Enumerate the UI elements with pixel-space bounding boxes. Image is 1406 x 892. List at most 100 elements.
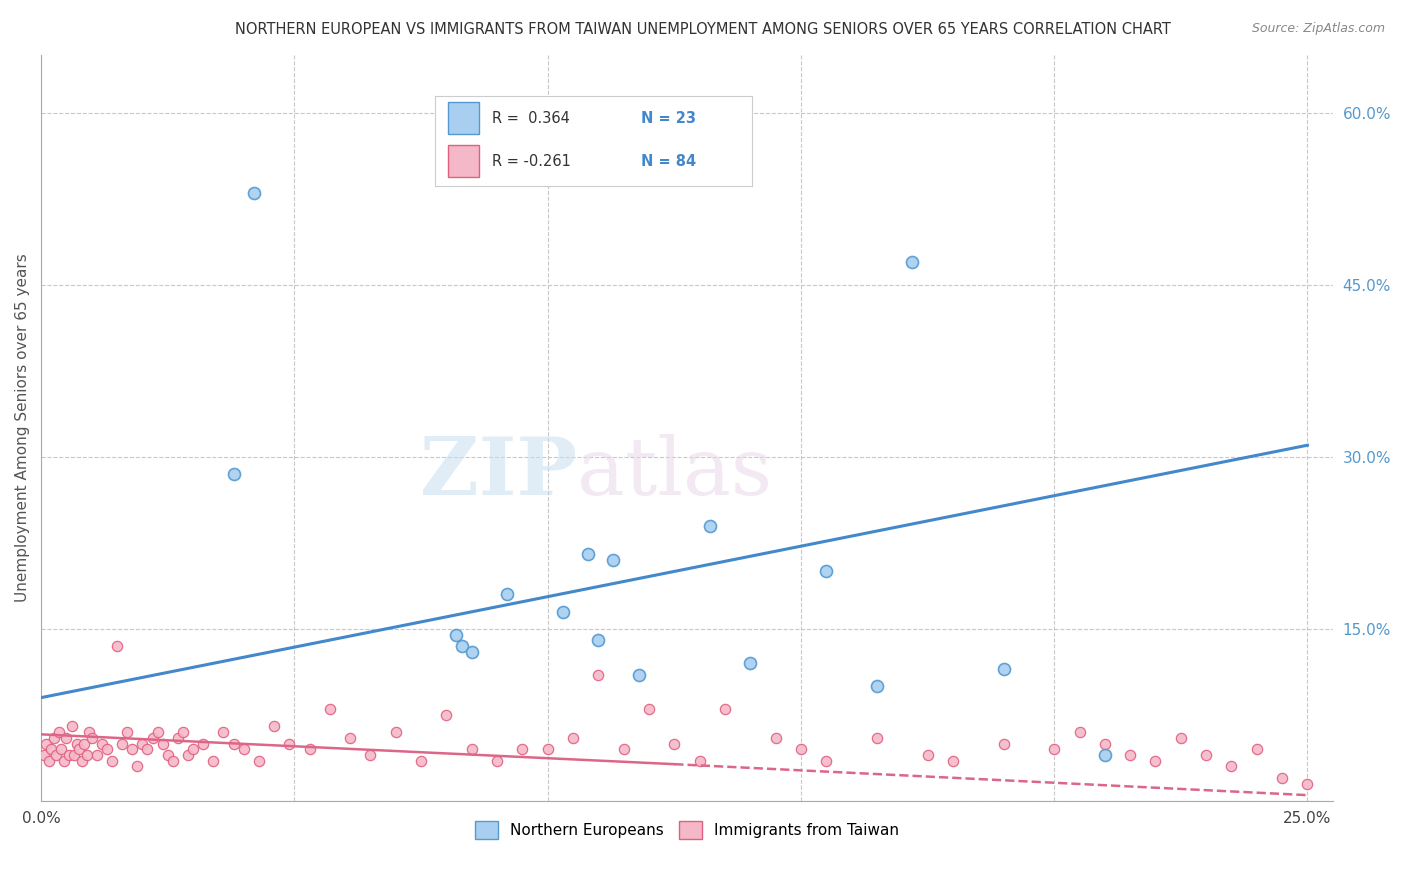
Point [576,547,599,561]
Point [111,737,134,751]
Point [202,754,225,768]
Point [70,754,93,768]
Point [77,725,100,739]
Point [90,737,112,751]
Point [319,702,342,716]
Point [32,747,55,762]
Point [815,754,838,768]
Point [177,747,200,762]
Point [1220,759,1243,773]
Point [460,645,482,659]
Point [105,639,128,653]
Point [359,747,381,762]
Point [38,754,60,768]
Point [181,742,204,756]
Text: atlas: atlas [576,434,772,512]
Point [1170,731,1192,745]
Point [167,731,190,745]
Point [131,737,153,751]
Point [627,667,650,681]
Point [384,725,406,739]
Point [1069,725,1091,739]
Point [52,754,75,768]
Point [1119,747,1142,762]
Point [1144,754,1167,768]
Point [1043,742,1066,756]
Point [1094,747,1116,762]
Point [765,731,787,745]
Point [510,742,533,756]
Point [141,731,163,745]
Point [263,719,285,733]
Point [1094,737,1116,751]
Point [1195,747,1218,762]
Point [65,737,87,751]
Point [67,742,90,756]
Point [247,754,270,768]
Point [714,702,737,716]
Point [551,605,574,619]
Point [45,747,67,762]
Point [212,725,235,739]
Point [55,731,77,745]
Point [866,731,889,745]
Point [136,742,159,756]
Point [96,742,118,756]
Point [588,667,610,681]
Point [152,737,174,751]
Point [76,747,98,762]
Point [39,742,62,756]
Point [485,754,508,768]
Point [496,587,519,601]
Point [664,737,686,751]
Point [222,737,245,751]
Point [917,747,939,762]
Point [942,754,965,768]
Point [298,742,321,756]
Point [602,553,624,567]
Point [460,742,482,756]
Point [162,754,184,768]
Point [993,662,1015,676]
Point [638,702,661,716]
Point [790,742,813,756]
Text: Source: ZipAtlas.com: Source: ZipAtlas.com [1251,22,1385,36]
Point [901,254,924,268]
Point [866,679,889,693]
Point [278,737,301,751]
Point [58,747,80,762]
Point [434,707,457,722]
Point [60,719,83,733]
Point [409,754,432,768]
Point [699,518,721,533]
Point [243,186,266,200]
Point [63,747,86,762]
Point [537,742,560,756]
Point [115,725,138,739]
Point [1296,777,1319,791]
Point [613,742,636,756]
Point [127,759,149,773]
Point [588,633,610,648]
Y-axis label: Unemployment Among Seniors over 65 years: Unemployment Among Seniors over 65 years [15,253,30,602]
Point [146,725,169,739]
Point [86,747,108,762]
Point [222,467,245,481]
Point [993,737,1015,751]
Point [446,627,468,641]
Point [450,639,472,653]
Point [121,742,143,756]
Point [193,737,215,751]
Point [156,747,179,762]
Point [689,754,711,768]
Point [80,731,103,745]
Point [42,731,65,745]
Point [1271,771,1294,785]
Legend: Northern Europeans, Immigrants from Taiwan: Northern Europeans, Immigrants from Taiw… [468,814,905,846]
Text: NORTHERN EUROPEAN VS IMMIGRANTS FROM TAIWAN UNEMPLOYMENT AMONG SENIORS OVER 65 Y: NORTHERN EUROPEAN VS IMMIGRANTS FROM TAI… [235,22,1171,37]
Point [172,725,194,739]
Point [51,742,73,756]
Point [48,725,70,739]
Point [73,737,96,751]
Point [740,657,762,671]
